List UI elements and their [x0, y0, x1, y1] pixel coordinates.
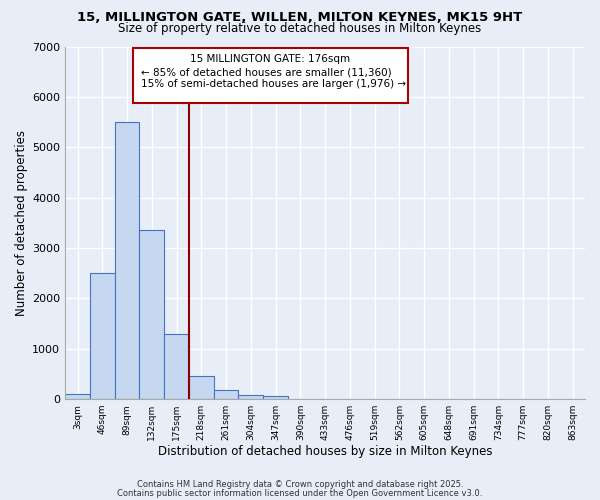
Y-axis label: Number of detached properties: Number of detached properties: [15, 130, 28, 316]
Text: 15% of semi-detached houses are larger (1,976) →: 15% of semi-detached houses are larger (…: [140, 79, 406, 89]
FancyBboxPatch shape: [133, 48, 408, 103]
Text: 15, MILLINGTON GATE, WILLEN, MILTON KEYNES, MK15 9HT: 15, MILLINGTON GATE, WILLEN, MILTON KEYN…: [77, 11, 523, 24]
Text: Contains HM Land Registry data © Crown copyright and database right 2025.: Contains HM Land Registry data © Crown c…: [137, 480, 463, 489]
Bar: [139, 230, 164, 399]
Bar: [263, 396, 288, 399]
Text: 15 MILLINGTON GATE: 176sqm: 15 MILLINGTON GATE: 176sqm: [190, 54, 350, 64]
Bar: [65, 394, 90, 399]
Bar: [90, 273, 115, 399]
Text: Contains public sector information licensed under the Open Government Licence v3: Contains public sector information licen…: [118, 488, 482, 498]
Bar: [238, 395, 263, 399]
X-axis label: Distribution of detached houses by size in Milton Keynes: Distribution of detached houses by size …: [158, 444, 493, 458]
Bar: [164, 334, 189, 399]
Bar: [189, 376, 214, 399]
Bar: [214, 390, 238, 399]
Bar: [115, 122, 139, 399]
Text: ← 85% of detached houses are smaller (11,360): ← 85% of detached houses are smaller (11…: [140, 68, 391, 78]
Text: Size of property relative to detached houses in Milton Keynes: Size of property relative to detached ho…: [118, 22, 482, 35]
